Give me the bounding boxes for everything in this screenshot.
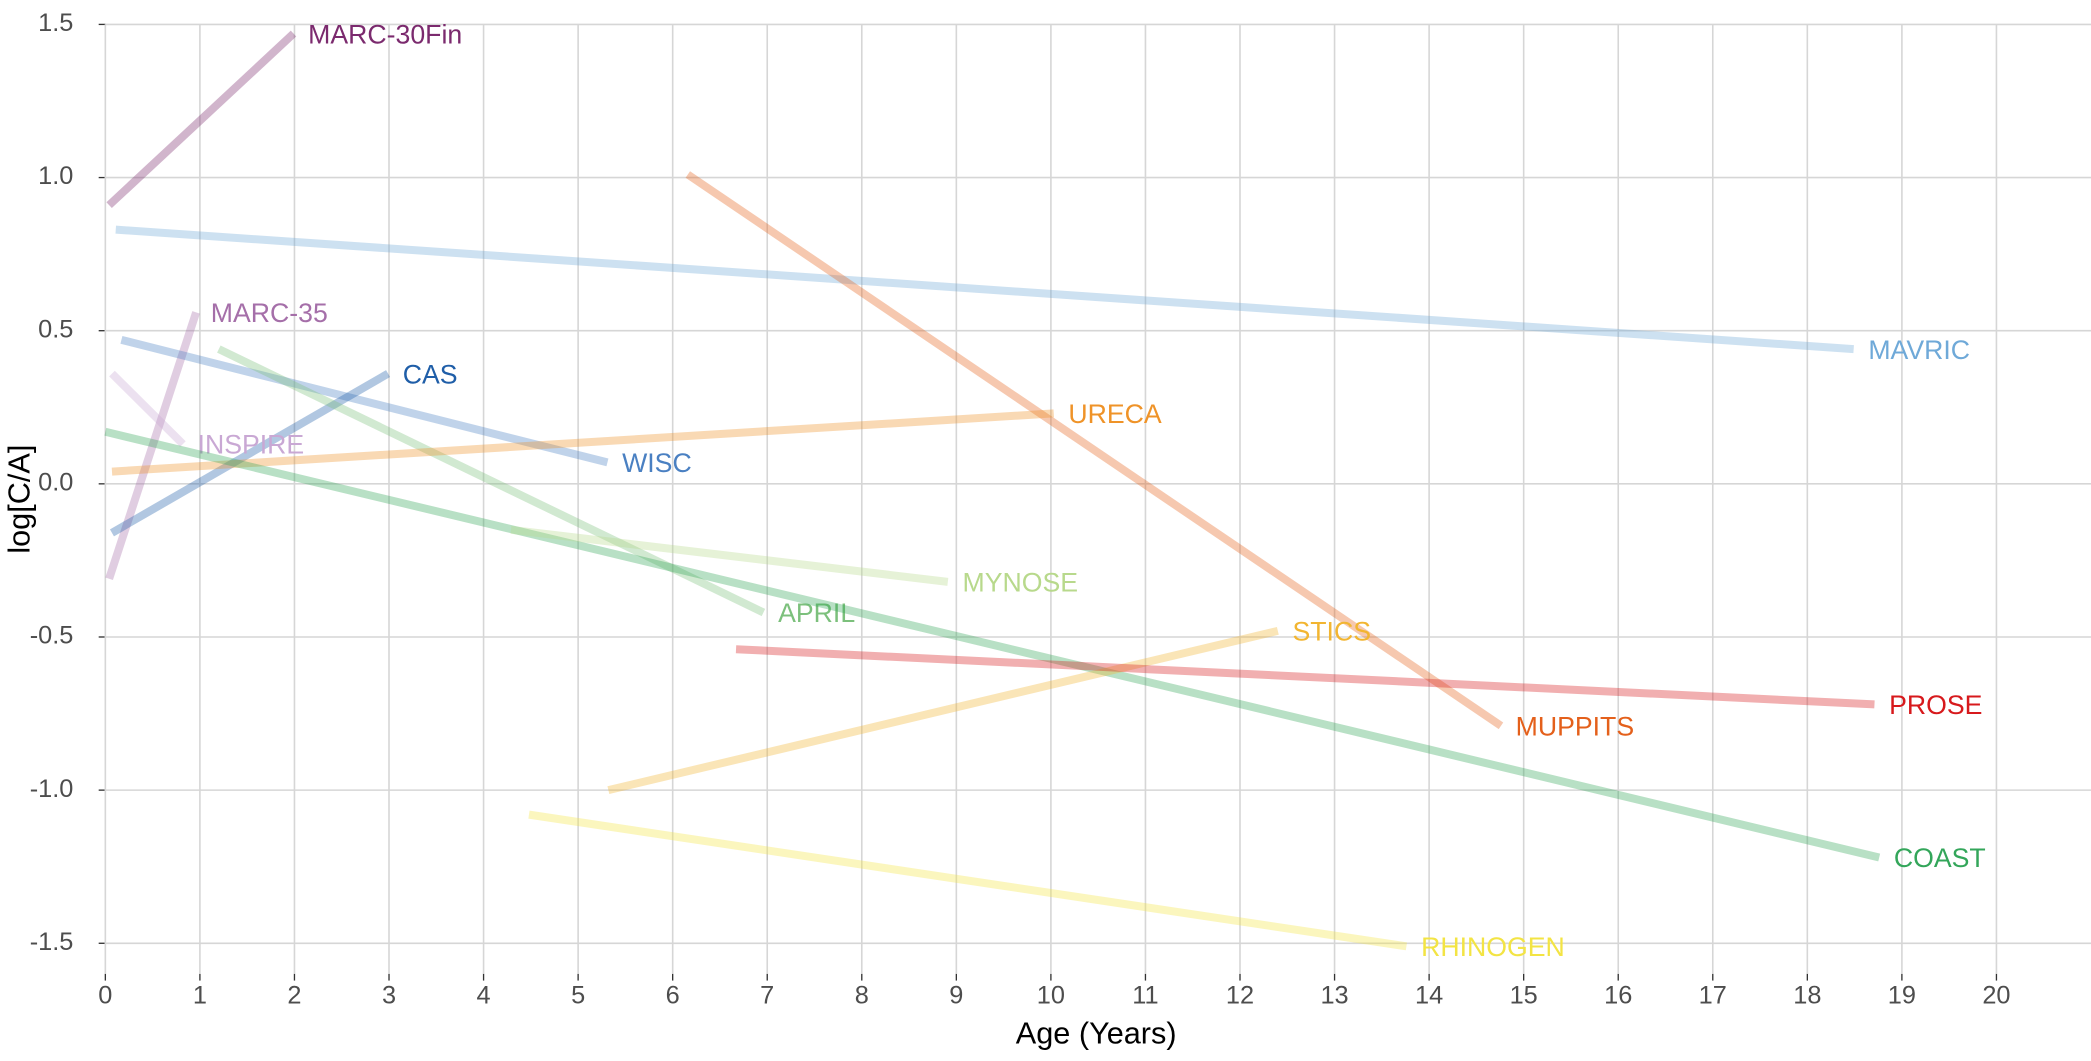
- series-line: [109, 370, 391, 537]
- x-tick-label: 20: [1982, 981, 2010, 1009]
- series-line: [685, 171, 1504, 730]
- x-tick-label: 15: [1510, 981, 1538, 1009]
- x-tick-label: 9: [949, 981, 963, 1009]
- series-label: COAST: [1894, 843, 1986, 873]
- series-line: [528, 810, 1408, 951]
- series-label: MAVRIC: [1868, 335, 1970, 365]
- x-tick-label: 18: [1793, 981, 1821, 1009]
- x-tick-label: 19: [1888, 981, 1916, 1009]
- series-label: MARC-30Fin: [308, 19, 462, 49]
- y-tick-label: -1.0: [30, 775, 74, 803]
- x-tick-label: 12: [1226, 981, 1254, 1009]
- y-tick-label: 1.0: [38, 162, 73, 190]
- series-line: [510, 525, 949, 586]
- y-tick-label: 0.0: [38, 469, 73, 497]
- x-tick-label: 11: [1132, 981, 1158, 1009]
- series-label: APRIL: [778, 598, 855, 628]
- series-line: [106, 30, 297, 209]
- x-tick-label: 5: [571, 981, 585, 1009]
- x-tick-label: 2: [287, 981, 301, 1009]
- series-label: CAS: [403, 359, 458, 389]
- x-tick-label: 13: [1320, 981, 1348, 1009]
- series-line: [607, 626, 1279, 795]
- x-tick-label: 17: [1699, 981, 1727, 1009]
- series-line: [109, 370, 186, 447]
- series-line: [735, 645, 1875, 709]
- x-tick-label: 4: [477, 981, 491, 1009]
- x-tick-label: 8: [855, 981, 869, 1009]
- series-label: STICS: [1292, 617, 1371, 647]
- series-label: MYNOSE: [963, 568, 1079, 598]
- x-tick-label: 6: [666, 981, 680, 1009]
- series-line: [115, 225, 1854, 354]
- x-tick-label: 16: [1604, 981, 1632, 1009]
- series-line: [105, 311, 200, 581]
- x-tick-label: 14: [1415, 981, 1443, 1009]
- series-line: [120, 336, 609, 467]
- series-label: WISC: [622, 448, 692, 478]
- series-label: INSPIRE: [198, 430, 305, 460]
- y-tick-label: 0.5: [38, 315, 73, 343]
- y-axis-title: log[C/A]: [2, 445, 36, 554]
- series-line: [217, 345, 766, 617]
- x-tick-label: 3: [382, 981, 396, 1009]
- series-label: MUPPITS: [1516, 712, 1634, 742]
- series-label: MARC-35: [211, 298, 328, 328]
- x-tick-label: 7: [760, 981, 774, 1009]
- x-axis-title: Age (Years): [1016, 1016, 1177, 1050]
- series-line: [104, 427, 1881, 862]
- series-line: [111, 409, 1054, 476]
- y-tick-label: 1.5: [38, 9, 73, 37]
- series-label: PROSE: [1889, 690, 1982, 720]
- x-tick-label: 10: [1037, 981, 1065, 1009]
- series-label: RHINOGEN: [1421, 932, 1565, 962]
- series-label: URECA: [1068, 399, 1162, 429]
- y-tick-label: -0.5: [30, 622, 74, 650]
- x-tick-label: 0: [98, 981, 112, 1009]
- y-tick-label: -1.5: [30, 928, 74, 956]
- x-tick-label: 1: [193, 981, 207, 1009]
